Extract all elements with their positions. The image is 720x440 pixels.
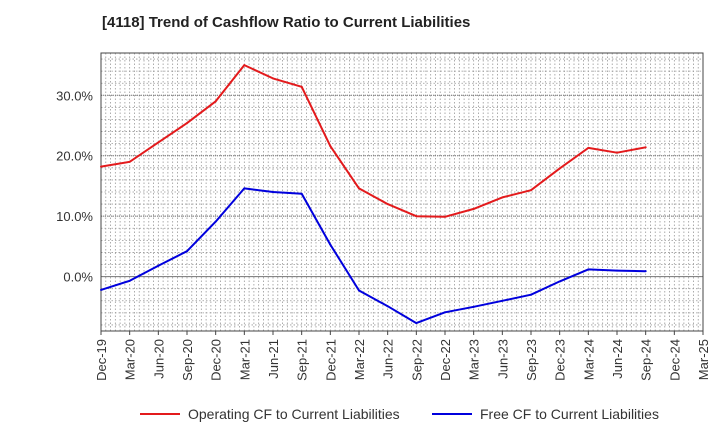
data-point-free-cf	[100, 288, 102, 291]
x-tick-label: Mar-22	[352, 339, 367, 380]
data-point-free-cf	[186, 250, 188, 253]
legend-item-operating-cf: Operating CF to Current Liabilities	[140, 402, 400, 426]
data-point-free-cf	[444, 311, 446, 314]
data-point-free-cf	[530, 293, 532, 296]
data-point-free-cf	[472, 305, 475, 308]
x-tick-label: Mar-20	[123, 339, 138, 380]
x-tick-label: Dec-23	[553, 339, 568, 381]
data-point-free-cf	[329, 243, 332, 246]
data-point-operating-cf	[386, 203, 389, 206]
x-tick-label: Dec-22	[438, 339, 453, 381]
data-point-operating-cf	[558, 167, 561, 170]
x-tick-label: Jun-22	[381, 339, 396, 379]
data-point-free-cf	[300, 192, 303, 195]
data-point-free-cf	[272, 191, 274, 193]
data-point-operating-cf	[616, 151, 618, 154]
x-tick-label: Sep-22	[409, 339, 424, 381]
chart-title: [4118] Trend of Cashflow Ratio to Curren…	[102, 14, 471, 31]
data-point-free-cf	[157, 264, 160, 267]
data-point-operating-cf	[587, 146, 590, 149]
y-tick-label: 20.0%	[56, 149, 93, 164]
data-point-operating-cf	[501, 196, 504, 199]
series-line-free-cf	[100, 187, 646, 325]
y-tick-label: 10.0%	[56, 209, 93, 224]
x-tick-label: Mar-21	[237, 339, 252, 380]
x-tick-label: Sep-21	[295, 339, 310, 381]
x-tick-label: Mar-23	[467, 339, 482, 380]
data-point-operating-cf	[157, 141, 160, 144]
legend-swatch-operating-cf	[140, 413, 180, 415]
data-point-free-cf	[358, 289, 360, 292]
data-point-free-cf	[415, 322, 418, 325]
chart-legend: Operating CF to Current Liabilities Free…	[0, 402, 720, 426]
data-point-operating-cf	[644, 146, 647, 149]
data-point-free-cf	[644, 270, 647, 273]
x-tick-label: Dec-24	[667, 339, 682, 381]
x-tick-label: Mar-25	[696, 339, 711, 380]
data-point-operating-cf	[329, 145, 332, 148]
x-tick-label: Sep-20	[180, 339, 195, 381]
data-point-operating-cf	[186, 122, 188, 125]
data-point-free-cf	[243, 187, 246, 190]
data-point-free-cf	[128, 279, 131, 282]
x-tick-label: Jun-20	[151, 339, 166, 379]
x-tick-label: Sep-23	[524, 339, 539, 381]
legend-label-operating-cf: Operating CF to Current Liabilities	[188, 406, 400, 422]
data-point-operating-cf	[243, 64, 246, 67]
plot-border	[100, 52, 704, 332]
series-line-operating-cf	[100, 64, 646, 218]
data-point-operating-cf	[272, 77, 274, 80]
data-point-free-cf	[386, 305, 389, 308]
x-tick-label: Jun-24	[610, 339, 625, 379]
data-point-free-cf	[616, 269, 618, 272]
y-tick-label: 0.0%	[63, 270, 93, 285]
data-point-operating-cf	[128, 160, 131, 163]
data-point-free-cf	[587, 268, 590, 271]
data-point-operating-cf	[358, 187, 360, 190]
y-tick-label: 30.0%	[56, 88, 93, 103]
data-point-free-cf	[501, 299, 504, 302]
data-point-operating-cf	[300, 85, 303, 88]
data-point-free-cf	[214, 220, 217, 223]
x-tick-label: Jun-23	[495, 339, 510, 379]
data-point-operating-cf	[472, 207, 475, 210]
legend-label-free-cf: Free CF to Current Liabilities	[480, 406, 659, 422]
legend-item-free-cf: Free CF to Current Liabilities	[432, 402, 659, 426]
data-point-operating-cf	[100, 165, 102, 168]
data-point-operating-cf	[530, 189, 532, 192]
x-tick-label: Sep-24	[639, 339, 654, 381]
data-point-operating-cf	[415, 215, 418, 218]
x-tick-label: Jun-21	[266, 339, 281, 379]
data-point-operating-cf	[444, 215, 446, 218]
x-tick-label: Dec-21	[323, 339, 338, 381]
data-point-free-cf	[558, 280, 561, 283]
x-tick-label: Dec-20	[209, 339, 224, 381]
x-tick-label: Dec-19	[94, 339, 109, 381]
legend-swatch-free-cf	[432, 413, 472, 415]
data-point-operating-cf	[214, 100, 217, 103]
x-tick-label: Mar-24	[581, 339, 596, 380]
